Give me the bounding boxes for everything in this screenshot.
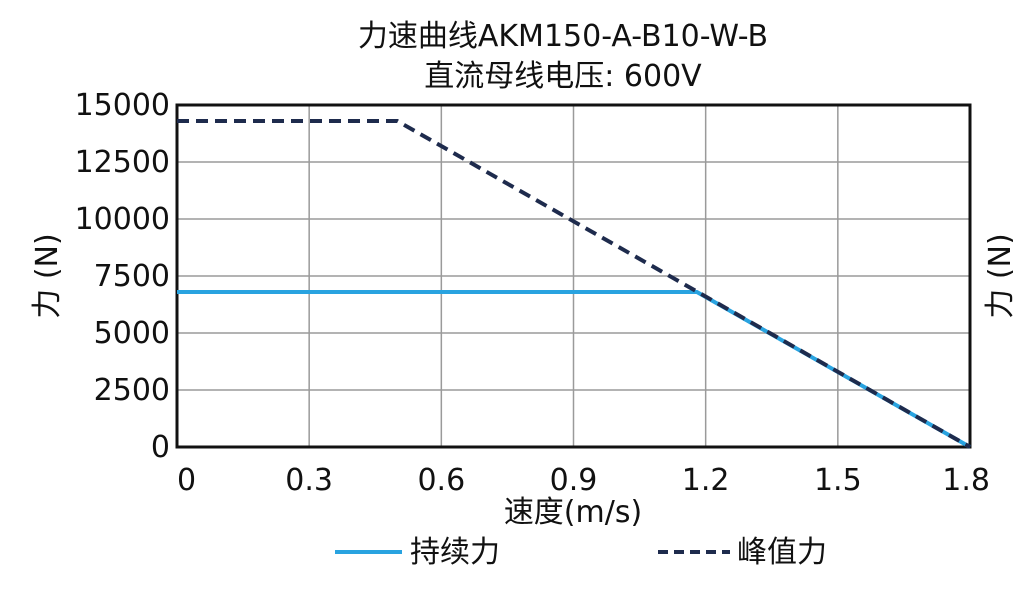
chart-title: 力速曲线AKM150-A-B10-W-B	[358, 19, 768, 54]
y-tick-labels: 0 2500 5000 7500 10000 12500 15000	[75, 88, 170, 465]
y-tick-label: 0	[151, 430, 170, 465]
plot-frame	[175, 103, 972, 449]
y-tick-label: 10000	[75, 202, 170, 237]
legend-label-continuous: 持续力	[410, 535, 500, 570]
y-axis-label: 力 (N)	[30, 233, 65, 318]
y-tick-label: 2500	[94, 373, 170, 408]
y-tick-label: 5000	[94, 316, 170, 351]
legend-label-peak: 峰值力	[737, 535, 827, 570]
y-tick-label: 7500	[94, 259, 170, 294]
legend: 持续力 峰值力	[335, 535, 827, 570]
series-line-peak	[177, 119, 971, 449]
y-tick-label: 12500	[75, 145, 170, 180]
x-tick-labels: 0 0.3 0.6 0.9 1.2 1.5 1.8	[177, 463, 990, 498]
x-tick-label: 1.2	[682, 463, 730, 498]
x-tick-label: 1.8	[942, 463, 990, 498]
grid-lines	[176, 104, 971, 448]
chart-subtitle: 直流母线电压: 600V	[424, 59, 702, 94]
x-axis-label: 速度(m/s)	[504, 495, 642, 530]
right-y-axis-label: 力 (N)	[983, 233, 1013, 318]
series-group	[177, 119, 971, 449]
x-tick-label: 0.6	[417, 463, 465, 498]
y-tick-label: 15000	[75, 88, 170, 123]
x-tick-label: 0.9	[550, 463, 598, 498]
x-tick-label: 1.5	[814, 463, 862, 498]
x-tick-label: 0	[177, 463, 196, 498]
series-line-continuous	[177, 290, 971, 449]
x-tick-label: 0.3	[285, 463, 333, 498]
